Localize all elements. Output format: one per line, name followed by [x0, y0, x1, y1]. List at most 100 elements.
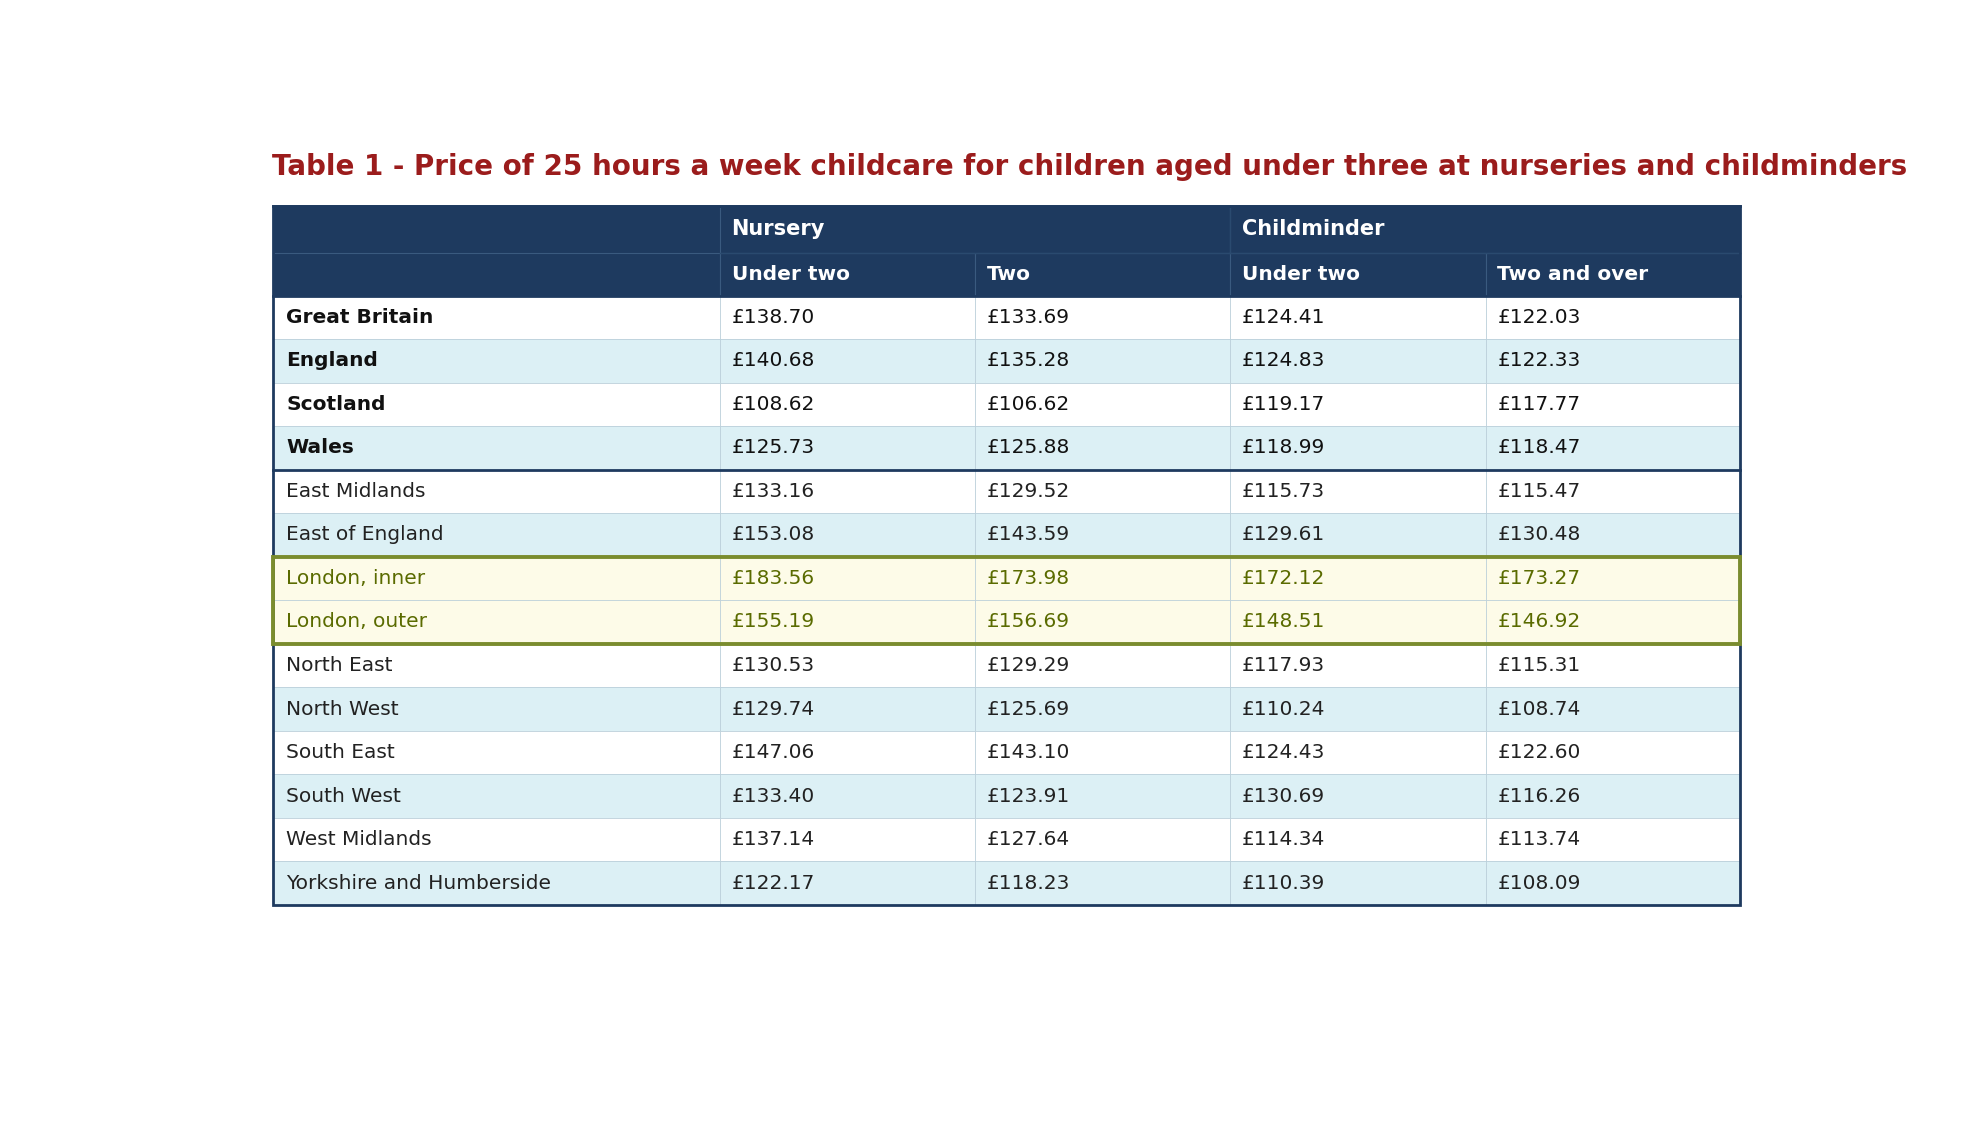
- Text: £115.47: £115.47: [1498, 482, 1580, 501]
- Text: £135.28: £135.28: [987, 351, 1070, 370]
- Bar: [273, 775, 720, 818]
- Bar: [720, 644, 976, 687]
- Bar: [720, 687, 976, 730]
- Text: £127.64: £127.64: [987, 830, 1070, 849]
- Text: £113.74: £113.74: [1498, 830, 1580, 849]
- Text: £117.93: £117.93: [1243, 655, 1325, 675]
- Text: £133.69: £133.69: [987, 308, 1070, 327]
- Bar: [976, 253, 1231, 295]
- Bar: [1486, 818, 1739, 861]
- Text: £108.74: £108.74: [1498, 700, 1580, 718]
- Text: South East: South East: [287, 743, 395, 762]
- Text: £116.26: £116.26: [1498, 786, 1580, 805]
- Text: £130.48: £130.48: [1498, 526, 1580, 544]
- Bar: [976, 469, 1231, 513]
- Bar: [273, 340, 720, 383]
- Text: West Midlands: West Midlands: [287, 830, 432, 849]
- Text: £115.31: £115.31: [1498, 655, 1580, 675]
- Bar: [1231, 861, 1486, 904]
- Text: East Midlands: East Midlands: [287, 482, 426, 501]
- Bar: [1231, 340, 1486, 383]
- Bar: [976, 861, 1231, 904]
- Text: £124.41: £124.41: [1243, 308, 1325, 327]
- Bar: [1486, 557, 1739, 600]
- Bar: [720, 253, 976, 295]
- Bar: [1231, 295, 1486, 340]
- Bar: [1231, 775, 1486, 818]
- Text: £108.09: £108.09: [1498, 874, 1580, 893]
- Bar: [273, 469, 720, 513]
- Text: £122.03: £122.03: [1498, 308, 1580, 327]
- Text: £123.91: £123.91: [987, 786, 1070, 805]
- Text: £110.39: £110.39: [1243, 874, 1325, 893]
- Text: £118.23: £118.23: [987, 874, 1070, 893]
- Bar: [720, 730, 976, 775]
- Text: £173.98: £173.98: [987, 569, 1070, 588]
- Text: Yorkshire and Humberside: Yorkshire and Humberside: [287, 874, 552, 893]
- Text: £125.73: £125.73: [732, 438, 815, 458]
- Text: Wales: Wales: [287, 438, 355, 458]
- Bar: [1486, 426, 1739, 469]
- Bar: [720, 295, 976, 340]
- Text: £129.29: £129.29: [987, 655, 1070, 675]
- Text: £133.40: £133.40: [732, 786, 815, 805]
- Text: £155.19: £155.19: [732, 612, 815, 632]
- Text: £130.53: £130.53: [732, 655, 815, 675]
- Text: £172.12: £172.12: [1243, 569, 1325, 588]
- Text: Two and over: Two and over: [1498, 265, 1649, 284]
- Bar: [1486, 253, 1739, 295]
- Bar: [1231, 644, 1486, 687]
- Text: £117.77: £117.77: [1498, 395, 1580, 414]
- Text: North East: North East: [287, 655, 393, 675]
- Bar: [1486, 600, 1739, 644]
- Text: Childminder: Childminder: [1243, 219, 1384, 240]
- Bar: [273, 206, 1739, 904]
- Bar: [720, 426, 976, 469]
- Bar: [976, 513, 1231, 557]
- Text: North West: North West: [287, 700, 398, 718]
- Text: £183.56: £183.56: [732, 569, 815, 588]
- Text: Table 1 - Price of 25 hours a week childcare for children aged under three at nu: Table 1 - Price of 25 hours a week child…: [273, 153, 1908, 182]
- Bar: [273, 253, 720, 295]
- Bar: [1231, 818, 1486, 861]
- Text: £173.27: £173.27: [1498, 569, 1580, 588]
- Bar: [1486, 730, 1739, 775]
- Text: £143.59: £143.59: [987, 526, 1070, 544]
- Text: £125.88: £125.88: [987, 438, 1070, 458]
- Bar: [1231, 557, 1486, 600]
- Bar: [1231, 426, 1486, 469]
- Bar: [976, 340, 1231, 383]
- Text: £118.99: £118.99: [1243, 438, 1325, 458]
- Text: Scotland: Scotland: [287, 395, 387, 414]
- Text: £156.69: £156.69: [987, 612, 1070, 632]
- Text: £108.62: £108.62: [732, 395, 815, 414]
- Text: £140.68: £140.68: [732, 351, 815, 370]
- Text: £146.92: £146.92: [1498, 612, 1580, 632]
- Text: £124.83: £124.83: [1243, 351, 1325, 370]
- Bar: [976, 775, 1231, 818]
- Bar: [720, 469, 976, 513]
- Bar: [1486, 295, 1739, 340]
- Text: £129.61: £129.61: [1243, 526, 1325, 544]
- Bar: [1231, 513, 1486, 557]
- Bar: [720, 818, 976, 861]
- Bar: [273, 295, 720, 340]
- Bar: [976, 687, 1231, 730]
- Text: £138.70: £138.70: [732, 308, 815, 327]
- Text: £129.74: £129.74: [732, 700, 815, 718]
- Bar: [273, 557, 1739, 644]
- Bar: [273, 426, 720, 469]
- Text: Two: Two: [987, 265, 1031, 284]
- Text: Under two: Under two: [1243, 265, 1360, 284]
- Bar: [1231, 383, 1486, 426]
- Text: £118.47: £118.47: [1498, 438, 1580, 458]
- Text: £110.24: £110.24: [1243, 700, 1325, 718]
- Text: £122.17: £122.17: [732, 874, 815, 893]
- Bar: [273, 513, 720, 557]
- Bar: [976, 600, 1231, 644]
- Bar: [976, 295, 1231, 340]
- Bar: [720, 775, 976, 818]
- Bar: [720, 206, 1231, 253]
- Text: £147.06: £147.06: [732, 743, 815, 762]
- Bar: [976, 818, 1231, 861]
